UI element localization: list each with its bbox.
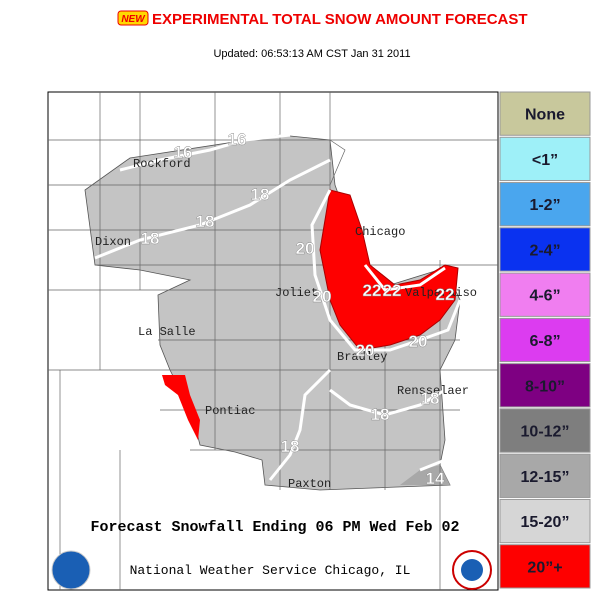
badge-box xyxy=(117,10,149,26)
city-label: Dixon xyxy=(95,235,131,249)
contour-label: 20 xyxy=(409,332,428,351)
legend-label: 4-6” xyxy=(529,288,560,305)
contour-label: 18 xyxy=(196,212,215,231)
city-label: La Salle xyxy=(138,325,196,339)
legend-label: 1-2” xyxy=(529,197,560,214)
city-label: Rensselaer xyxy=(397,384,469,398)
legend-label: 8-10” xyxy=(525,378,565,395)
snow-20-plus xyxy=(319,189,459,351)
legend-swatch xyxy=(499,182,591,227)
legend-swatch xyxy=(499,227,591,272)
county-lines xyxy=(48,92,498,590)
city-label: Pontiac xyxy=(205,404,255,418)
map: Rockford Dixon La Salle Pontiac Joliet Chicag… xyxy=(47,91,499,591)
legend: None <1” 1-2” 2-4” 4-6” 6-8” 8-10” 10-12” 12-15”… xyxy=(499,91,591,589)
legend-swatch xyxy=(499,408,591,453)
contour-label: 14 xyxy=(426,469,445,488)
footer: National Weather Service Chicago, IL xyxy=(130,563,411,578)
legend-label: 2-4” xyxy=(529,242,560,259)
city-label: Bradley xyxy=(337,350,387,364)
legend-label: 10-12” xyxy=(521,424,570,441)
contour-label: 16 xyxy=(228,130,247,149)
contour-label: 18 xyxy=(281,437,300,456)
contour-label: 16 xyxy=(174,143,193,162)
contour-label: 18 xyxy=(371,405,390,424)
legend-label: 6-8” xyxy=(529,333,560,350)
contour-label: 22 xyxy=(436,285,455,304)
contour-label: 20 xyxy=(356,341,375,360)
legend-label: 12-15” xyxy=(521,469,570,486)
contour-label: 22 xyxy=(363,281,382,300)
contour-label: 18 xyxy=(251,185,270,204)
city-label: Rockford xyxy=(133,157,191,171)
noaa-logo xyxy=(51,550,91,590)
city-label: Paxton xyxy=(288,477,331,491)
nws-logo-inner xyxy=(461,559,483,581)
legend-swatch xyxy=(499,453,591,498)
contour-label: 18 xyxy=(421,389,440,408)
contour-label: 20 xyxy=(313,287,332,306)
city-label: Chicago xyxy=(355,225,405,239)
legend-swatch xyxy=(499,272,591,317)
badge: NEW xyxy=(121,14,146,25)
title: EXPERIMENTAL TOTAL SNOW AMOUNT FORECAST xyxy=(152,11,528,28)
legend-swatch xyxy=(499,136,591,182)
updated: Updated: 06:53:13 AM CST Jan 31 2011 xyxy=(213,48,410,60)
legend-label: <1” xyxy=(532,152,558,169)
caption: Forecast Snowfall Ending 06 PM Wed Feb 0… xyxy=(90,519,459,536)
city-label: Valparaiso xyxy=(405,286,477,300)
city-label: Joliet xyxy=(275,286,318,300)
legend-swatch xyxy=(499,498,591,544)
legend-swatch xyxy=(499,363,591,408)
contour-label: 18 xyxy=(141,229,160,248)
legend-label: 15-20” xyxy=(521,514,570,531)
legend-swatch xyxy=(499,544,591,589)
legend-swatch xyxy=(499,91,591,136)
legend-label: 20”+ xyxy=(527,559,562,576)
snow-20-plus xyxy=(162,375,200,440)
legend-label: None xyxy=(525,107,565,124)
legend-swatch xyxy=(499,317,591,363)
contour-label: 20 xyxy=(296,239,315,258)
contour-label: 22 xyxy=(383,281,402,300)
snow-12-15 xyxy=(400,465,450,485)
contours xyxy=(94,133,462,481)
